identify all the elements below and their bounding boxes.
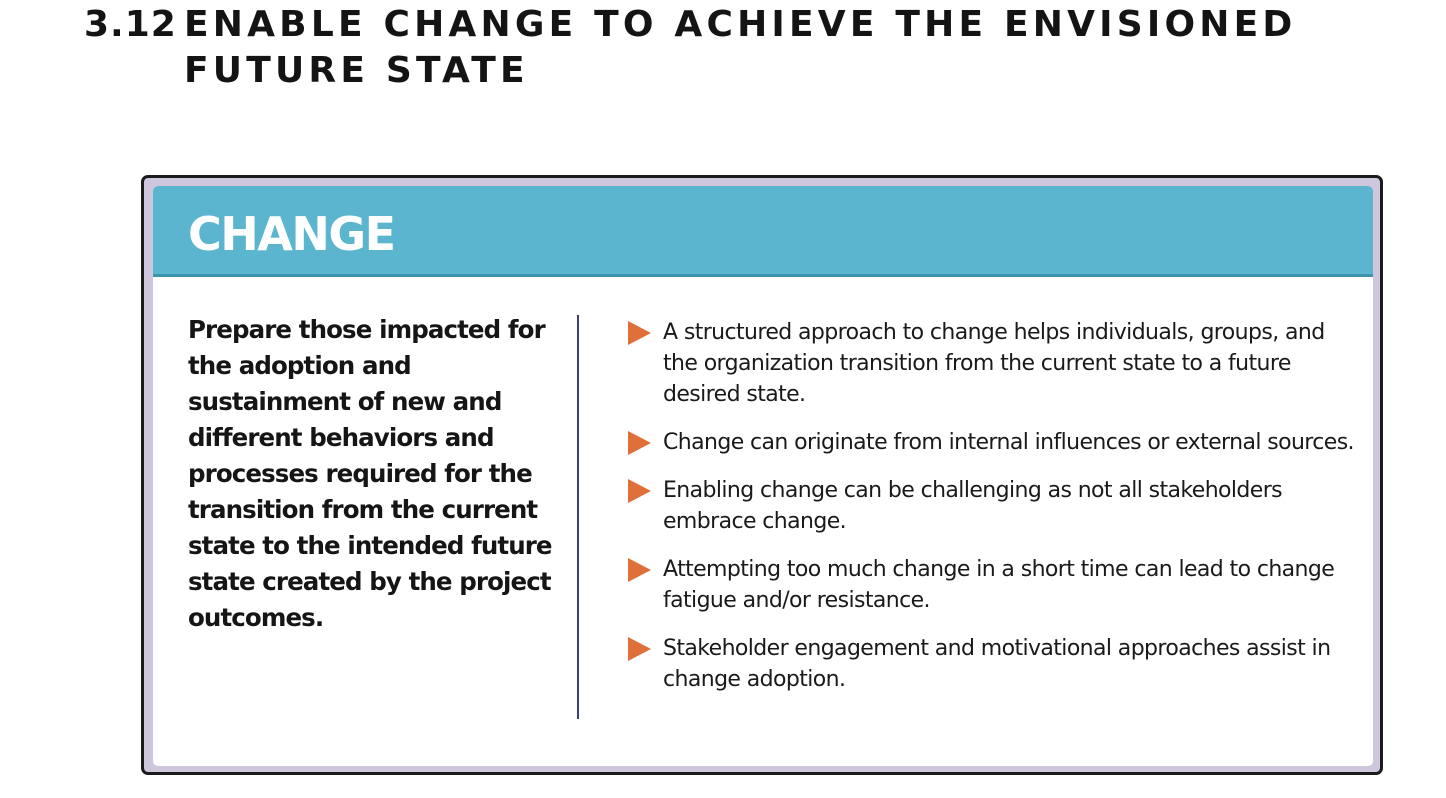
section-title-line-1: 3.12 ENABLE CHANGE TO ACHIEVE THE ENVISIO…	[84, 2, 1384, 48]
section-number: 3.12	[84, 4, 177, 45]
change-card-frame: CHANGE Prepare those impacted for the ad…	[141, 175, 1383, 775]
change-card: CHANGE Prepare those impacted for the ad…	[153, 186, 1373, 766]
bullet-text: A structured approach to change helps in…	[663, 320, 1325, 407]
bullet-text: Change can originate from internal influ…	[663, 430, 1355, 455]
list-item: Stakeholder engagement and motivational …	[628, 633, 1363, 695]
bullet-arrow-icon	[628, 479, 651, 503]
card-summary: Prepare those impacted for the adoption …	[188, 315, 553, 632]
list-item: Change can originate from internal influ…	[628, 427, 1363, 458]
card-banner: CHANGE	[153, 186, 1373, 277]
bullet-text: Attempting too much change in a short ti…	[663, 557, 1335, 613]
section-heading: 3.12 ENABLE CHANGE TO ACHIEVE THE ENVISIO…	[84, 2, 1384, 94]
bullet-text: Stakeholder engagement and motivational …	[663, 636, 1331, 692]
section-title-text: ENABLE CHANGE TO ACHIEVE THE ENVISIONED	[184, 4, 1297, 45]
list-item: Enabling change can be challenging as no…	[628, 475, 1363, 537]
bullet-arrow-icon	[628, 637, 651, 661]
list-item: A structured approach to change helps in…	[628, 317, 1363, 410]
bullet-list: A structured approach to change helps in…	[628, 317, 1363, 712]
banner-title: CHANGE	[188, 207, 396, 261]
list-item: Attempting too much change in a short ti…	[628, 554, 1363, 616]
bullet-text: Enabling change can be challenging as no…	[663, 478, 1283, 534]
bullet-arrow-icon	[628, 558, 651, 582]
column-divider	[577, 315, 579, 719]
bullet-arrow-icon	[628, 431, 651, 455]
section-title-line-2: FUTURE STATE	[184, 50, 529, 91]
bullet-arrow-icon	[628, 321, 651, 345]
